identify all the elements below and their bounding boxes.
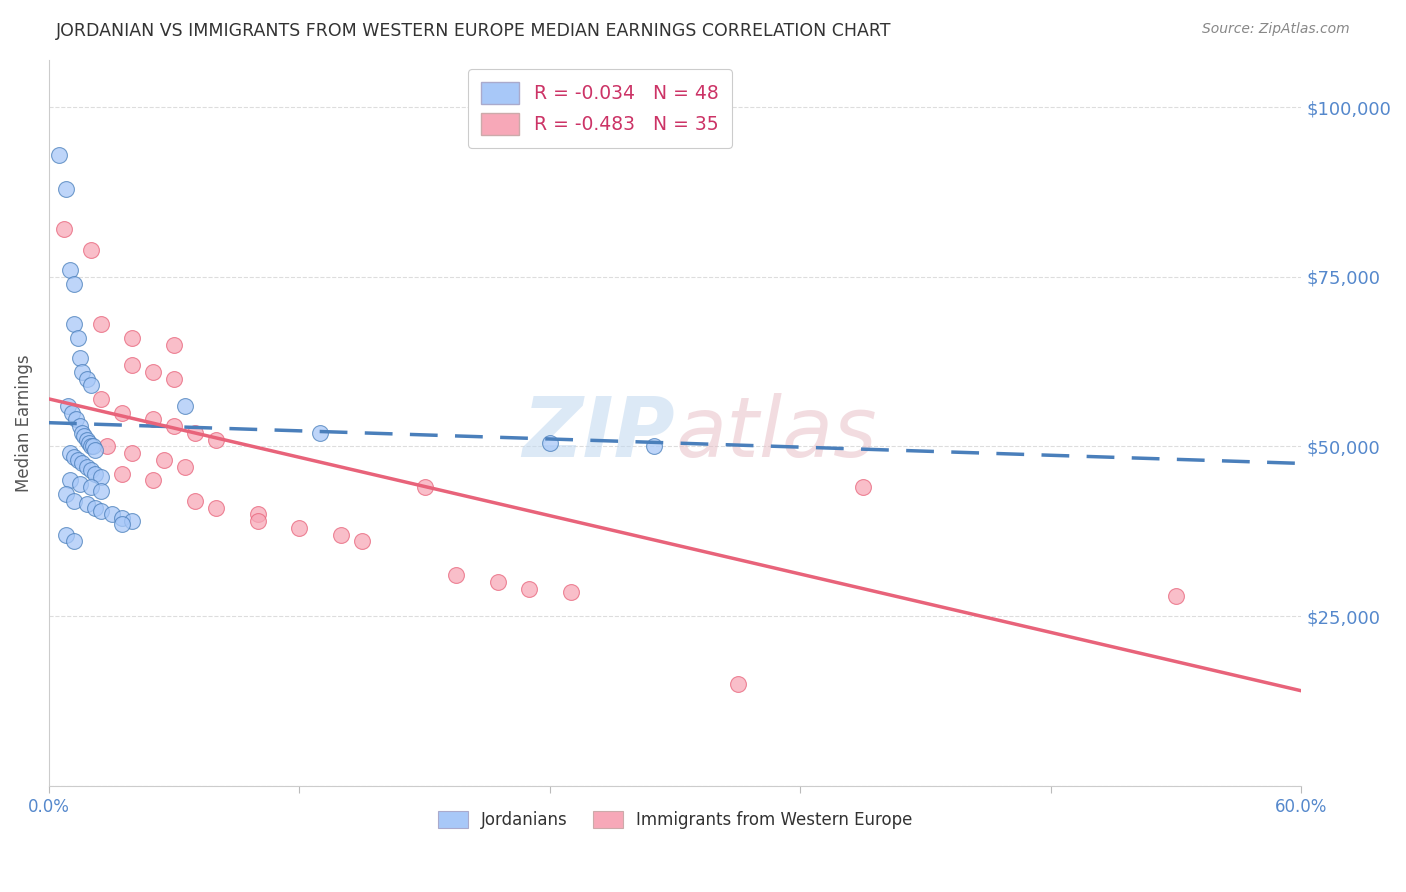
Point [76, 497, 98, 511]
Point [184, 425, 207, 440]
Point [69, 419, 91, 434]
Point [142, 474, 165, 488]
Point [246, 514, 269, 528]
Point [60, 405, 83, 419]
Point [727, 677, 749, 691]
Point [142, 365, 165, 379]
Point [111, 510, 134, 524]
Point [246, 508, 269, 522]
Point [72, 457, 94, 471]
Point [67, 453, 90, 467]
Point [643, 440, 665, 454]
Point [173, 399, 195, 413]
Point [330, 527, 353, 541]
Point [444, 568, 467, 582]
Point [83, 442, 105, 457]
Point [72, 365, 94, 379]
Point [63, 534, 86, 549]
Point [205, 500, 228, 515]
Point [80, 480, 103, 494]
Point [121, 358, 143, 372]
Text: JORDANIAN VS IMMIGRANTS FROM WESTERN EUROPE MEDIAN EARNINGS CORRELATION CHART: JORDANIAN VS IMMIGRANTS FROM WESTERN EUR… [56, 22, 891, 40]
Point [69, 476, 91, 491]
Point [72, 425, 94, 440]
Point [560, 585, 582, 599]
Point [90, 504, 112, 518]
Point [63, 493, 86, 508]
Point [163, 419, 186, 434]
Point [73, 429, 96, 443]
Point [52, 222, 75, 236]
Point [288, 521, 311, 535]
Point [59, 474, 82, 488]
Point [100, 508, 122, 522]
Point [90, 483, 112, 498]
Point [76, 433, 98, 447]
Point [1164, 589, 1187, 603]
Point [163, 337, 186, 351]
Point [96, 440, 118, 454]
Point [173, 459, 195, 474]
Point [111, 467, 134, 481]
Point [55, 527, 77, 541]
Point [121, 446, 143, 460]
Point [90, 318, 112, 332]
Point [69, 351, 91, 366]
Point [56, 399, 79, 413]
Point [80, 463, 103, 477]
Point [352, 534, 374, 549]
Point [90, 470, 112, 484]
Point [152, 453, 174, 467]
Point [76, 459, 98, 474]
Point [76, 371, 98, 385]
Point [309, 425, 332, 440]
Point [59, 446, 82, 460]
Legend: Jordanians, Immigrants from Western Europe: Jordanians, Immigrants from Western Euro… [432, 804, 920, 836]
Point [77, 436, 100, 450]
Text: ZIP: ZIP [523, 393, 675, 474]
Point [67, 331, 90, 345]
Point [63, 277, 86, 291]
Y-axis label: Median Earnings: Median Earnings [15, 354, 32, 491]
Point [205, 433, 228, 447]
Point [55, 487, 77, 501]
Point [90, 392, 112, 406]
Point [83, 467, 105, 481]
Point [517, 582, 540, 596]
Point [63, 318, 86, 332]
Point [184, 493, 207, 508]
Point [121, 514, 143, 528]
Point [111, 405, 134, 419]
Point [413, 480, 436, 494]
Point [538, 436, 561, 450]
Point [486, 575, 509, 590]
Point [48, 147, 70, 161]
Text: atlas: atlas [675, 393, 877, 474]
Point [83, 500, 105, 515]
Point [63, 450, 86, 464]
Point [65, 412, 87, 426]
Point [142, 412, 165, 426]
Point [80, 378, 103, 392]
Point [163, 371, 186, 385]
Point [80, 243, 103, 257]
Point [82, 440, 104, 454]
Point [55, 181, 77, 195]
Point [852, 480, 875, 494]
Point [121, 331, 143, 345]
Point [111, 517, 134, 532]
Point [80, 440, 103, 454]
Text: Source: ZipAtlas.com: Source: ZipAtlas.com [1202, 22, 1350, 37]
Point [59, 263, 82, 277]
